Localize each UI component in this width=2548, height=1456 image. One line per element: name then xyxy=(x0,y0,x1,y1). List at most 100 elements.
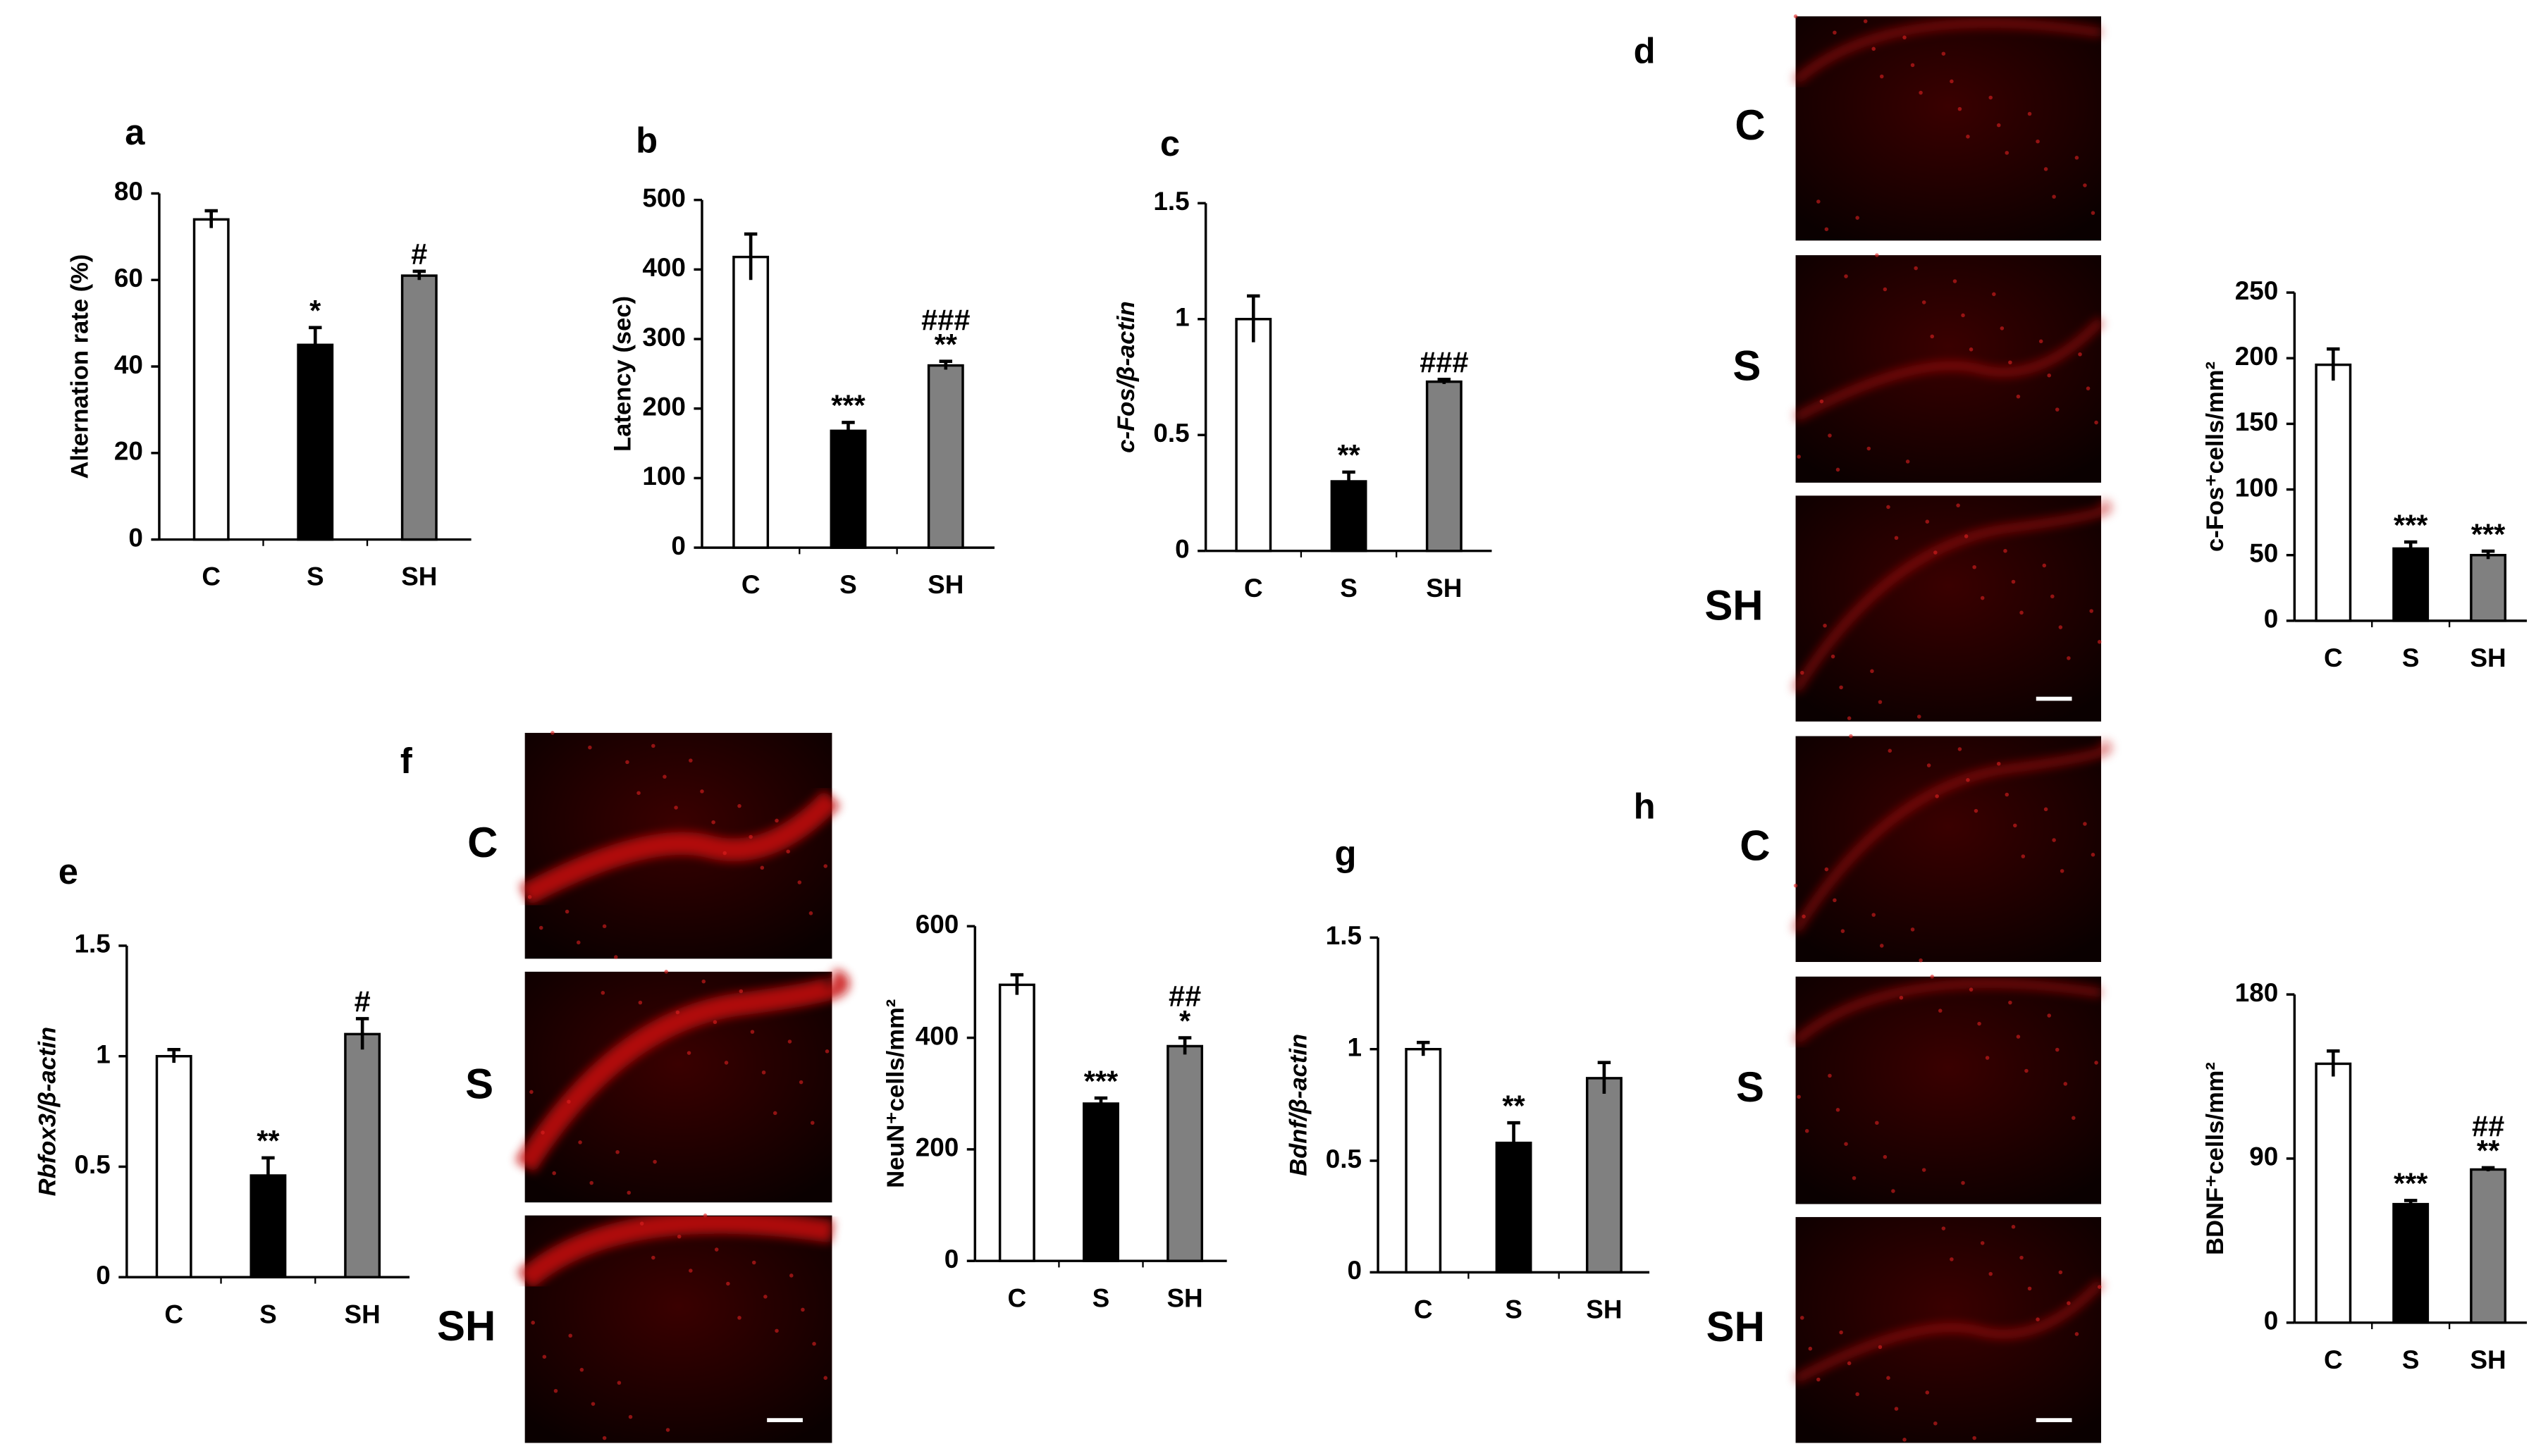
cell-dot xyxy=(2067,656,2071,660)
cell-dot xyxy=(1972,1436,1976,1440)
cell-dot xyxy=(2008,360,2012,365)
panel-letter: f xyxy=(400,741,412,781)
bar xyxy=(250,1174,287,1278)
bar xyxy=(1083,1102,1119,1262)
cell-dot xyxy=(760,865,765,870)
cell-dot xyxy=(565,909,570,914)
tissue-band xyxy=(1791,739,2112,934)
cell-dot xyxy=(651,1255,656,1260)
cell-dot xyxy=(601,991,605,995)
cell-dot xyxy=(2058,1270,2063,1275)
cell-dot xyxy=(763,1295,768,1299)
cell-dot xyxy=(553,1388,558,1393)
cell-dot xyxy=(2067,1301,2071,1305)
y-axis-label: c-Fos/β-actin xyxy=(1113,301,1140,453)
cell-dot xyxy=(576,940,581,945)
x-tick-label: S xyxy=(2402,643,2420,672)
cell-dot xyxy=(1902,1438,1907,1442)
bar xyxy=(1585,1077,1623,1274)
cell-dot xyxy=(786,849,790,853)
x-tick-label: C xyxy=(202,562,221,591)
cell-dot xyxy=(1899,995,1904,1000)
x-tick-label: C xyxy=(164,1300,183,1328)
micrograph-bg xyxy=(1795,495,2101,722)
cell-dot xyxy=(2042,563,2047,568)
cell-dot xyxy=(1910,63,1915,68)
cell-dot xyxy=(1800,670,1804,675)
y-axis-label: Rbfox3/β-actin xyxy=(34,1027,61,1196)
cell-dot xyxy=(2089,609,2093,613)
cell-dot xyxy=(1961,313,1965,318)
y-axis-label: Bdnf/β-actin xyxy=(1286,1034,1312,1176)
micrograph xyxy=(1793,1216,2105,1443)
y-tick-label: 400 xyxy=(642,253,686,282)
cell-dot xyxy=(2047,373,2051,378)
error-bar xyxy=(2327,1049,2340,1077)
cell-dot xyxy=(2050,594,2055,599)
cell-dot xyxy=(2016,1035,2021,1039)
cell-dot xyxy=(1840,929,1845,933)
bar xyxy=(1495,1141,1532,1274)
panel-letter: a xyxy=(125,112,145,152)
cell-dot xyxy=(1875,1121,1879,1125)
cell-dot xyxy=(1941,1226,1946,1230)
cell-dot xyxy=(527,895,532,899)
cell-dot xyxy=(722,851,727,856)
y-tick-label: 1 xyxy=(96,1039,111,1068)
cell-dot xyxy=(1835,1108,1840,1112)
cell-dot xyxy=(2063,1082,2068,1086)
cell-dot xyxy=(1833,898,1837,903)
cell-dot xyxy=(823,864,827,868)
y-tick-label: 0 xyxy=(1347,1256,1362,1285)
cell-dot xyxy=(2043,807,2048,812)
cell-dot xyxy=(773,1111,777,1116)
cell-dot xyxy=(1891,1189,1895,1193)
cell-dot xyxy=(602,924,607,929)
cell-dot xyxy=(1883,287,1888,292)
cell-dot xyxy=(1921,300,1926,304)
y-axis-label: NeuN⁺cells/mm² xyxy=(882,999,909,1188)
cell-dot xyxy=(2074,156,2079,160)
cell-dot xyxy=(1855,216,1859,220)
y-tick-label: 180 xyxy=(2235,978,2279,1007)
cell-dot xyxy=(1883,1154,1888,1159)
y-tick-label: 0 xyxy=(96,1261,111,1290)
y-axis-label: BDNF⁺cells/mm² xyxy=(2202,1062,2229,1255)
panel-letter: e xyxy=(59,851,78,892)
significance-label: ### xyxy=(1420,346,1468,379)
error-bar xyxy=(2481,1166,2495,1172)
error-bar xyxy=(2327,347,2340,381)
x-tick-label: C xyxy=(2324,1345,2343,1374)
error-bar xyxy=(744,232,758,280)
cell-dot xyxy=(1830,654,1835,659)
cell-dot xyxy=(1870,669,1874,674)
cell-dot xyxy=(1855,1392,1859,1397)
cell-dot xyxy=(1930,334,1934,339)
cell-dot xyxy=(2043,167,2048,171)
cell-dot xyxy=(1844,274,1848,278)
cell-dot xyxy=(1824,867,1829,872)
row-label: S xyxy=(465,1060,493,1107)
micrograph xyxy=(1792,974,2103,1204)
x-tick-label: S xyxy=(307,562,324,591)
cell-dot xyxy=(801,1307,805,1312)
x-tick-label: SH xyxy=(1167,1283,1202,1312)
cell-dot xyxy=(789,1273,794,1278)
cell-dot xyxy=(1828,433,1832,438)
y-tick-label: 600 xyxy=(916,910,959,939)
x-tick-label: SH xyxy=(928,570,964,599)
cell-dot xyxy=(2021,854,2026,858)
cell-dot xyxy=(1988,1271,1993,1276)
cell-dot xyxy=(614,955,618,959)
y-tick-label: 1 xyxy=(1175,303,1190,332)
cell-dot xyxy=(1797,455,1801,459)
tissue-band xyxy=(515,968,850,1173)
y-axis-label: Alternation rate (%) xyxy=(66,254,93,479)
cell-dot xyxy=(578,1140,582,1145)
cell-dot xyxy=(2052,195,2056,199)
cell-dot xyxy=(589,1180,593,1185)
cell-dot xyxy=(1950,1257,1954,1261)
cell-dot xyxy=(2058,625,2063,629)
cell-dot xyxy=(2038,339,2043,344)
micrograph xyxy=(515,968,850,1203)
